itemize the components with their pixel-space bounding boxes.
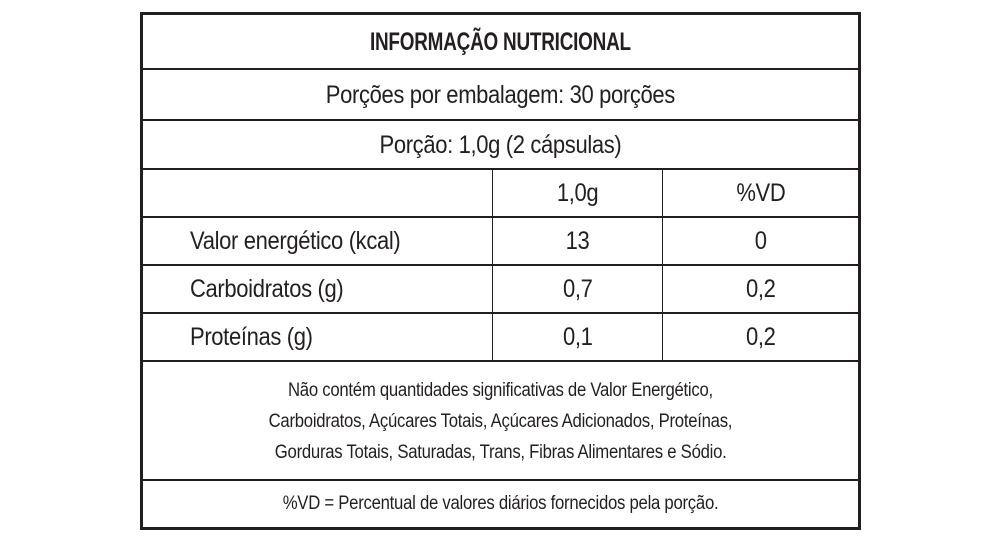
note-line: Gorduras Totais, Saturadas, Trans, Fibra… <box>274 441 727 463</box>
table-header-nutrient <box>143 170 492 216</box>
divider <box>143 68 858 70</box>
dv-footnote: %VD = Percentual de valores diários forn… <box>143 481 858 527</box>
note-line: Carboidratos, Açúcares Totais, Açúcares … <box>268 410 733 432</box>
nutrient-amount: 0,7 <box>493 266 662 313</box>
nutrition-facts-label: INFORMAÇÃO NUTRICIONAL Porções por embal… <box>140 12 861 530</box>
nutrient-dv-text: 0 <box>754 227 767 255</box>
divider <box>143 168 858 170</box>
nutrient-amount-text: 0,7 <box>562 275 593 303</box>
table-row: Carboidratos (g) <box>143 266 492 313</box>
nutrient-dv: 0,2 <box>663 314 858 361</box>
nutrient-amount-text: 13 <box>565 227 590 255</box>
nutrient-name: Proteínas (g) <box>190 323 313 351</box>
dv-footnote-text: %VD = Percentual de valores diários forn… <box>282 493 719 514</box>
nutrient-amount-text: 0,1 <box>562 323 593 351</box>
divider <box>143 479 858 481</box>
nutrient-dv: 0,2 <box>663 266 858 313</box>
servings-per-package: Porções por embalagem: 30 porções <box>143 70 858 120</box>
serving-size: Porção: 1,0g (2 cápsulas) <box>143 121 858 169</box>
servings-per-package-text: Porções por embalagem: 30 porções <box>325 80 676 109</box>
divider <box>143 312 858 314</box>
nutrient-dv-text: 0,2 <box>745 323 776 351</box>
table-row: Proteínas (g) <box>143 314 492 361</box>
divider <box>143 216 858 218</box>
table-header-dv-text: %VD <box>735 178 786 207</box>
label-title: INFORMAÇÃO NUTRICIONAL <box>193 15 808 70</box>
table-row: Valor energético (kcal) <box>143 218 492 265</box>
table-header-amount-text: 1,0g <box>556 178 599 207</box>
nutrient-amount: 0,1 <box>493 314 662 361</box>
serving-size-text: Porção: 1,0g (2 cápsulas) <box>379 130 622 159</box>
table-header-amount: 1,0g <box>493 170 662 216</box>
nutrient-amount: 13 <box>493 218 662 265</box>
nutrient-name: Carboidratos (g) <box>190 275 344 303</box>
nutrient-dv-text: 0,2 <box>745 275 776 303</box>
disclaimer-note: Não contém quantidades significativas de… <box>143 362 858 480</box>
divider <box>143 119 858 121</box>
divider <box>143 360 858 362</box>
nutrient-name: Valor energético (kcal) <box>190 227 401 255</box>
divider <box>143 264 858 266</box>
label-title-text: INFORMAÇÃO NUTRICIONAL <box>370 28 631 56</box>
nutrient-dv: 0 <box>663 218 858 265</box>
table-header-dv: %VD <box>663 170 858 216</box>
note-line: Não contém quantidades significativas de… <box>288 379 713 401</box>
